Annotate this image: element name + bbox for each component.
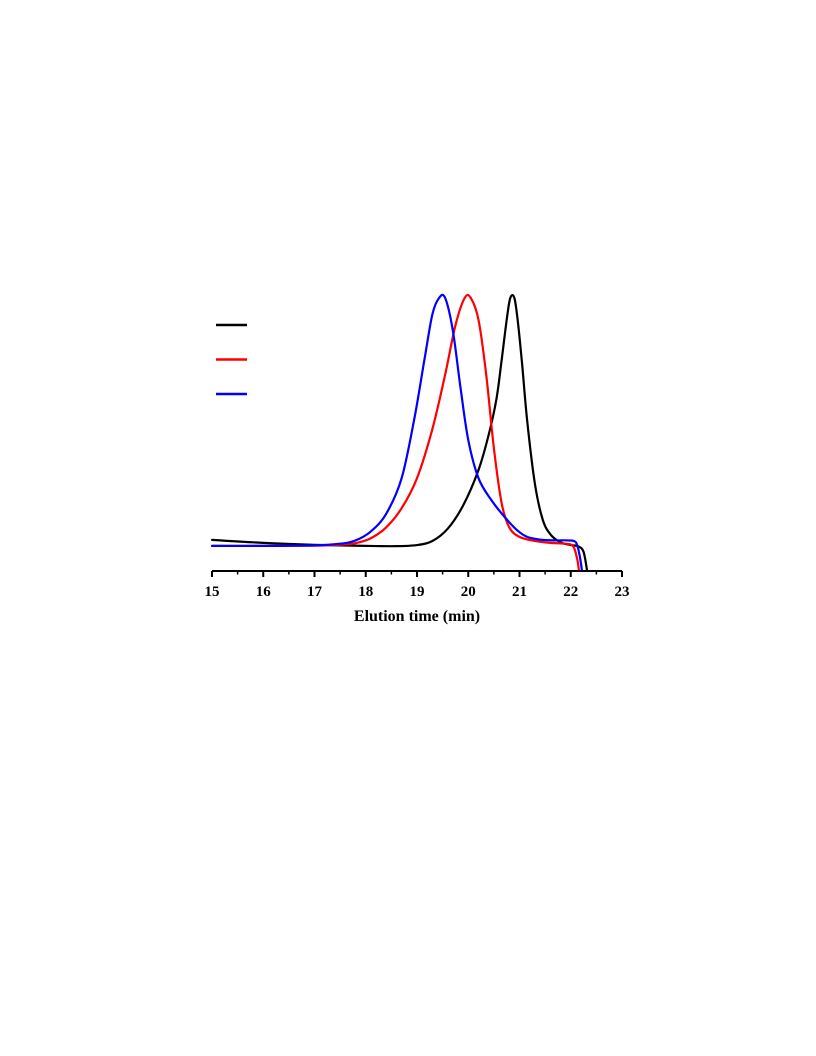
x-axis-ticks: 15 16 17 18 19 20 21 22 23 — [205, 571, 630, 600]
x-tick-label: 23 — [615, 584, 630, 600]
series-line-3 — [210, 293, 584, 573]
x-tick-label: 21 — [512, 584, 527, 600]
series-line-1 — [210, 293, 589, 573]
x-tick-label: 19 — [410, 584, 425, 600]
series-group — [210, 293, 589, 573]
x-tick-label: 20 — [461, 584, 476, 600]
legend — [216, 323, 247, 396]
x-tick-label: 17 — [307, 584, 323, 600]
x-tick-label: 16 — [256, 584, 272, 600]
series-line-2 — [210, 293, 581, 573]
x-axis-title: Elution time (min) — [354, 608, 480, 625]
x-tick-label: 15 — [205, 584, 220, 600]
x-tick-label: 18 — [358, 584, 373, 600]
x-tick-label: 22 — [563, 584, 578, 600]
